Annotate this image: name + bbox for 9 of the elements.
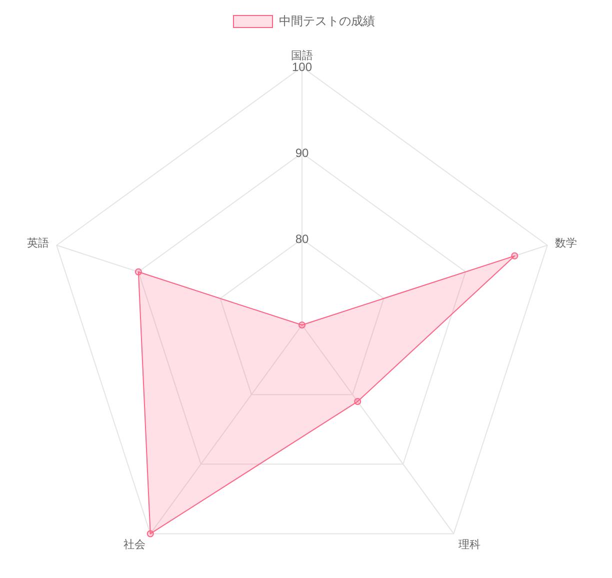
y-tick-label: 100 — [292, 60, 312, 74]
legend-label: 中間テストの成績 — [279, 13, 375, 30]
y-tick-label: 80 — [295, 232, 309, 246]
y-tick-label: 90 — [295, 146, 309, 160]
spoke-label: 社会 — [124, 538, 146, 552]
spoke-label: 国語 — [291, 49, 313, 62]
spoke-label: 理科 — [458, 539, 480, 552]
spoke-label: 英語 — [27, 236, 50, 250]
spoke-label: 数学 — [554, 238, 577, 250]
